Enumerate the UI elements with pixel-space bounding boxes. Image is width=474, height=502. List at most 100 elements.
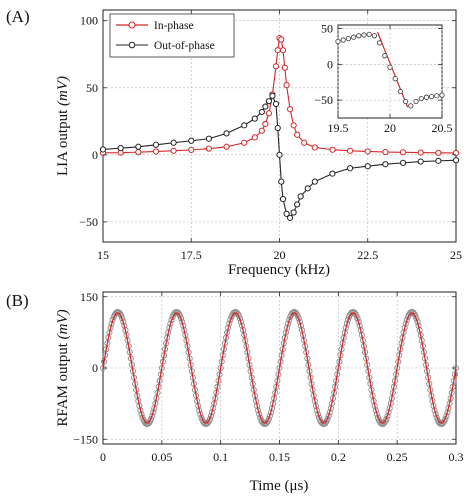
inset-data-point bbox=[356, 33, 362, 39]
out-of-phase-line bbox=[102, 94, 457, 219]
in-phase-point bbox=[281, 64, 288, 71]
inset-data-point bbox=[371, 33, 377, 39]
panel-a-y-tick-label: −50 bbox=[79, 215, 98, 229]
out-of-phase-point bbox=[382, 161, 389, 168]
out-of-phase-point bbox=[99, 146, 107, 153]
panel-a-x-tick-label: 20 bbox=[274, 248, 286, 262]
legend-out-of-phase-marker bbox=[128, 41, 136, 49]
in-phase-point bbox=[265, 110, 273, 117]
panel-a-x-tick-label: 17.5 bbox=[181, 248, 202, 262]
inset-data-point bbox=[382, 53, 388, 59]
inset-y-tick-label: 0 bbox=[327, 57, 333, 71]
out-of-phase-point bbox=[135, 143, 142, 150]
panel-b-x-tick-label: 0.3 bbox=[449, 450, 464, 464]
panel-a-ticks: 15 17.5 20 22.5 25 −50 0 50 100 bbox=[79, 10, 462, 262]
inset-fit-line bbox=[376, 31, 409, 108]
in-phase-point bbox=[188, 146, 195, 153]
legend-box bbox=[109, 13, 235, 58]
out-of-phase-point bbox=[262, 103, 269, 110]
panel-a-y-tick-label: 50 bbox=[86, 81, 98, 95]
out-of-phase-point bbox=[188, 137, 195, 144]
in-phase-point bbox=[417, 149, 424, 156]
panel-a-x-axis-title: Frequency (kHz) bbox=[228, 262, 330, 278]
in-phase-point bbox=[251, 134, 258, 141]
in-phase-point bbox=[152, 148, 160, 155]
out-of-phase-point bbox=[251, 115, 258, 122]
panel-b-y-axis-title-text: RFAM output bbox=[55, 339, 71, 426]
in-phase-point bbox=[170, 147, 177, 154]
out-of-phase-point bbox=[304, 185, 311, 192]
inset-data-point bbox=[350, 34, 357, 40]
out-of-phase-point bbox=[286, 214, 294, 221]
out-of-phase-point bbox=[294, 201, 301, 208]
in-phase-point bbox=[241, 139, 248, 146]
panel-b-x-axis-title-text: Time bbox=[250, 478, 285, 494]
out-of-phase-point bbox=[399, 159, 407, 166]
out-of-phase-point bbox=[274, 124, 281, 132]
panel-b-x-axis-title-unit: (μs) bbox=[285, 478, 309, 494]
legend-out-of-phase-label: Out-of-phase bbox=[154, 40, 215, 52]
panel-b-y-tick-label: 150 bbox=[80, 290, 98, 304]
in-phase-point bbox=[399, 149, 407, 156]
in-phase-point bbox=[274, 47, 281, 54]
in-phase-point bbox=[278, 36, 285, 43]
in-phase-point bbox=[135, 149, 142, 156]
inset-data-point bbox=[428, 93, 435, 100]
out-of-phase-point bbox=[170, 139, 177, 146]
inset-data-point bbox=[423, 94, 429, 100]
inset-data-point bbox=[387, 64, 393, 70]
panel-b-x-tick-label: 0 bbox=[100, 450, 106, 464]
in-phase-point bbox=[347, 147, 354, 154]
panel-b-x-tick-label: 0.15 bbox=[269, 450, 290, 464]
out-of-phase-point bbox=[223, 130, 230, 137]
in-phase-point bbox=[452, 149, 460, 157]
out-of-phase-point bbox=[417, 158, 424, 165]
inset-x-tick-label: 20.5 bbox=[432, 121, 453, 135]
out-of-phase-point bbox=[452, 157, 460, 164]
inset-data-point bbox=[434, 93, 440, 99]
out-of-phase-point bbox=[329, 170, 336, 177]
out-of-phase-point bbox=[283, 210, 290, 217]
panel-b-x-tick-label: 0.2 bbox=[331, 450, 346, 464]
rfam-measured-point bbox=[176, 312, 184, 319]
inset-data-point bbox=[439, 92, 445, 98]
in-phase-point bbox=[286, 106, 294, 113]
panel-a-y-axis-title-text: LIA output bbox=[55, 106, 71, 176]
legend-in-phase-label: In-phase bbox=[154, 20, 194, 32]
out-of-phase-point bbox=[290, 209, 297, 216]
panel-b-y-axis-title: RFAM output (mV) bbox=[55, 309, 71, 426]
out-of-phase-point bbox=[152, 141, 160, 148]
panel-a-label: (A) bbox=[6, 7, 30, 26]
panel-b-series bbox=[99, 308, 460, 428]
panel-a-y-tick-label: 100 bbox=[80, 14, 98, 28]
panel-a-x-tick-label: 15 bbox=[97, 248, 109, 262]
in-phase-point bbox=[382, 148, 389, 156]
out-of-phase-point bbox=[241, 122, 248, 129]
panel-a-y-axis-title-unit: (mV) bbox=[55, 76, 71, 106]
out-of-phase-point bbox=[279, 195, 287, 203]
inset-ticks: 19.5 20 20.5 −50 0 50 bbox=[314, 22, 452, 135]
inset-data-point bbox=[340, 37, 346, 43]
out-of-phase-point bbox=[364, 163, 371, 170]
inset-y-tick-label: −50 bbox=[314, 93, 333, 107]
panel-b-y-axis-title-unit: (mV) bbox=[55, 309, 71, 339]
panel-b-x-tick-label: 0.05 bbox=[151, 450, 172, 464]
inset-data-point bbox=[366, 31, 372, 37]
panel-a-x-tick-label: 25 bbox=[450, 248, 462, 262]
panel-a-x-tick-label: 22.5 bbox=[357, 248, 378, 262]
inset-data-point bbox=[361, 32, 367, 38]
out-of-phase-point bbox=[272, 100, 280, 107]
rfam-measured-point bbox=[412, 312, 419, 319]
inset-data-point bbox=[392, 76, 398, 82]
in-phase-point bbox=[435, 149, 442, 156]
inset-data-point bbox=[397, 88, 403, 95]
inset-data-point bbox=[335, 38, 341, 45]
legend-in-phase-marker bbox=[128, 21, 136, 29]
out-of-phase-point bbox=[205, 135, 212, 142]
inset-data-point bbox=[418, 96, 424, 102]
in-phase-point bbox=[205, 145, 212, 152]
in-phase-point bbox=[294, 131, 301, 138]
panel-b-label: (B) bbox=[6, 291, 29, 310]
